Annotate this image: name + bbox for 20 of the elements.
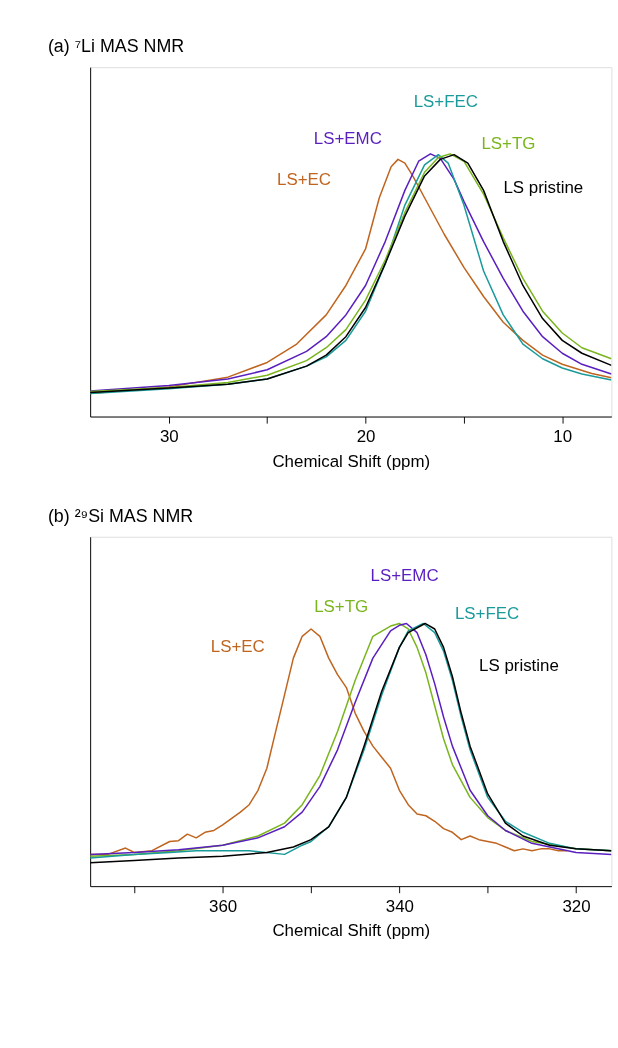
series-label: LS pristine (503, 178, 584, 198)
text: LS+EC (277, 169, 332, 189)
series-label: LS+EC (210, 637, 265, 657)
x-axis-title: Chemical Shift (ppm) (272, 921, 431, 941)
chart-title: (b) ²⁹Si MAS NMR (47, 505, 194, 526)
series-label: LS+TG (314, 597, 369, 617)
x-tick-label: 20 (356, 427, 376, 447)
text: LS+FEC (413, 91, 478, 111)
chart-title: (a) ⁷Li MAS NMR (47, 36, 185, 57)
series-label: LS+FEC (454, 603, 520, 623)
x-tick-label: 340 (385, 896, 414, 916)
x-tick-label: 320 (562, 896, 591, 916)
x-tick-label: 360 (209, 896, 238, 916)
series-label: LS pristine (479, 656, 559, 676)
series-label: LS+TG (481, 134, 536, 154)
text: LS+EMC (313, 128, 382, 148)
text: LS+EMC (370, 566, 439, 586)
x-axis-title: Chemical Shift (ppm) (272, 451, 431, 471)
x-tick-label: 30 (159, 427, 179, 447)
x-tick-label: 10 (553, 427, 573, 447)
